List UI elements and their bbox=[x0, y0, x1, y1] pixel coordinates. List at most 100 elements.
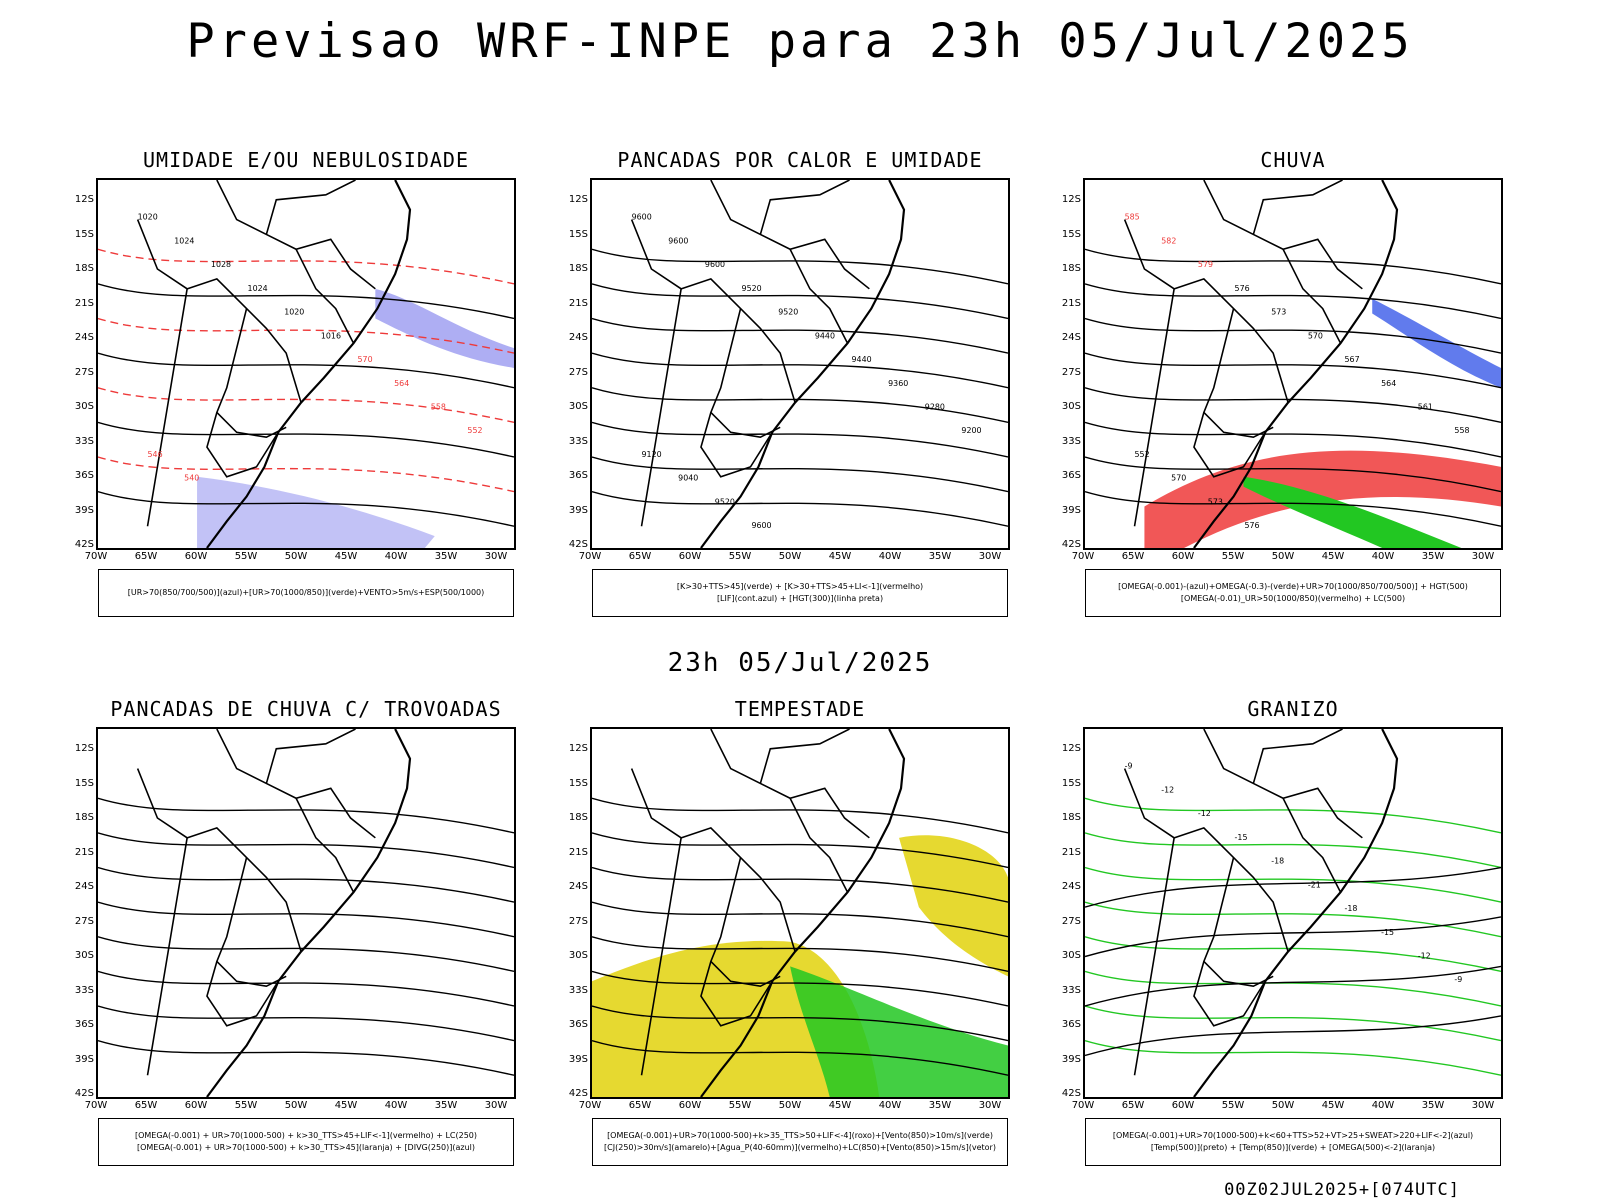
contour-line bbox=[98, 866, 514, 903]
country-border bbox=[700, 412, 773, 478]
contour-line bbox=[98, 970, 514, 1007]
country-border bbox=[789, 248, 849, 344]
contour-line bbox=[1085, 317, 1501, 354]
lat-tick-label: 18S bbox=[74, 263, 94, 274]
lon-tick-label: 30W bbox=[978, 1100, 1002, 1111]
lon-tick-label: 60W bbox=[1171, 551, 1195, 562]
lat-tick-label: 27S bbox=[74, 366, 94, 378]
lon-tick-label: 40W bbox=[1371, 1100, 1395, 1111]
country-border bbox=[1282, 248, 1342, 344]
contour-label: 576 bbox=[1235, 284, 1250, 293]
lon-tick-label: 50W bbox=[1271, 551, 1295, 562]
lat-tick-label: 36S bbox=[568, 1019, 588, 1030]
lat-tick-label: 30S bbox=[1061, 401, 1081, 412]
contour-label: 9440 bbox=[852, 355, 872, 364]
map-panel: 585 582 579 576 573 570 567 564 561 558 552 570 573 5… bbox=[1083, 178, 1503, 550]
map-svg: 9600 9600 9600 9520 9520 9440 9440 9360 9280 9200… bbox=[592, 180, 1008, 548]
lon-tick-label: 60W bbox=[1171, 1100, 1195, 1111]
lon-tick-label: 70W bbox=[1071, 551, 1095, 562]
lon-tick-label: 35W bbox=[1421, 551, 1445, 562]
country-border bbox=[1193, 961, 1266, 1027]
lon-tick-label: 35W bbox=[434, 551, 458, 562]
legend-box: [OMEGA(-0.001)+UR>70(1000-500)+k<60+TTS>… bbox=[1085, 1118, 1501, 1166]
coastline bbox=[700, 180, 906, 548]
lon-tick-label: 30W bbox=[484, 551, 508, 562]
lat-tick-label: 30S bbox=[74, 950, 94, 961]
contour-line bbox=[1085, 965, 1501, 1007]
legend-box: [UR>70(850/700/500)](azul)+[UR>70(1000/8… bbox=[98, 569, 514, 617]
lat-tick-label: 24S bbox=[1061, 881, 1081, 892]
contour-label: 552 bbox=[1135, 450, 1150, 459]
lon-tick-label: 35W bbox=[1421, 1100, 1445, 1111]
contour-line bbox=[1085, 283, 1501, 320]
contour-label: 1024 bbox=[174, 236, 194, 245]
contour-label: 561 bbox=[1418, 403, 1433, 412]
lon-tick-label: 55W bbox=[728, 551, 752, 562]
contour-line bbox=[592, 317, 1008, 354]
country-border bbox=[1123, 768, 1289, 952]
jet-stream-area bbox=[899, 835, 1008, 977]
country-border bbox=[215, 308, 287, 439]
map-panel bbox=[96, 727, 516, 1099]
contour-line bbox=[592, 387, 1008, 424]
country-border bbox=[759, 729, 850, 784]
legend-line: [Temp(500)](preto) + [Temp(850)](verde) … bbox=[1150, 1143, 1436, 1152]
lat-tick-label: 12S bbox=[74, 194, 94, 205]
lon-tick-label: 45W bbox=[334, 551, 358, 562]
contour-line bbox=[1085, 1005, 1501, 1042]
lat-tick-label: 27S bbox=[74, 915, 94, 927]
lon-tick-label: 70W bbox=[578, 551, 602, 562]
contour-line bbox=[98, 1039, 514, 1076]
map-panel: 1020 1024 1028 1024 1020 1016 570 564 558 552 546 5… bbox=[96, 178, 516, 550]
lon-tick-label: 45W bbox=[1321, 551, 1345, 562]
lat-tick-label: 15S bbox=[568, 777, 588, 789]
lat-tick-label: 30S bbox=[74, 401, 94, 412]
country-border bbox=[640, 288, 682, 527]
lat-tick-label: 24S bbox=[568, 881, 588, 892]
contour-line bbox=[98, 352, 514, 389]
lat-tick-label: 36S bbox=[1061, 1019, 1081, 1030]
lat-tick-label: 21S bbox=[1061, 297, 1081, 309]
country-border bbox=[700, 961, 773, 1027]
lat-tick-label: 33S bbox=[568, 435, 588, 447]
main-title: Previsao WRF-INPE para 23h 05/Jul/2025 bbox=[186, 14, 1414, 69]
country-border bbox=[710, 180, 870, 290]
contour-label: 570 bbox=[358, 355, 373, 364]
contour-line bbox=[592, 283, 1008, 320]
lat-tick-label: 27S bbox=[568, 366, 588, 378]
contour-line bbox=[98, 1005, 514, 1042]
lon-tick-label: 40W bbox=[384, 551, 408, 562]
legend-line: [CJ(250)>30m/s](amarelo)+[Agua_P(40-60mm… bbox=[604, 1143, 996, 1152]
lat-tick-label: 27S bbox=[1061, 915, 1081, 927]
lon-tick-label: 55W bbox=[1221, 551, 1245, 562]
lon-tick-label: 50W bbox=[778, 1100, 802, 1111]
lat-tick-label: 33S bbox=[74, 984, 94, 996]
lon-tick-label: 50W bbox=[778, 551, 802, 562]
contour-label: -18 bbox=[1345, 904, 1358, 913]
country-border bbox=[710, 729, 870, 839]
contour-line bbox=[98, 283, 514, 320]
lat-tick-label: 18S bbox=[1061, 263, 1081, 274]
lat-tick-label: 18S bbox=[568, 263, 588, 274]
country-border bbox=[1252, 180, 1343, 235]
country-border bbox=[206, 412, 279, 478]
lon-tick-label: 35W bbox=[928, 1100, 952, 1111]
lon-tick-label: 55W bbox=[234, 551, 258, 562]
map-svg bbox=[98, 729, 514, 1097]
country-border bbox=[216, 180, 376, 290]
contour-line bbox=[1085, 490, 1501, 527]
contour-line bbox=[1085, 936, 1501, 973]
contour-label: 579 bbox=[1198, 260, 1213, 269]
lon-tick-label: 50W bbox=[284, 1100, 308, 1111]
lat-tick-label: 39S bbox=[568, 1053, 588, 1065]
lat-tick-label: 36S bbox=[1061, 470, 1081, 481]
contour-label: 9040 bbox=[678, 474, 698, 483]
humidity-area bbox=[375, 288, 514, 368]
country-border bbox=[1202, 857, 1274, 988]
legend-line: [OMEGA(-0.001)+UR>70(1000-500)+k>35_TTS>… bbox=[607, 1131, 993, 1140]
legend-line: [OMEGA(-0.001)+UR>70(1000-500)+k<60+TTS>… bbox=[1112, 1131, 1474, 1140]
legend-line: [LIF](cont.azul) + [HGT(300)](linha pret… bbox=[716, 594, 884, 603]
lat-tick-label: 12S bbox=[568, 743, 588, 754]
country-border bbox=[1123, 219, 1289, 403]
contour-label: 564 bbox=[1381, 379, 1396, 388]
